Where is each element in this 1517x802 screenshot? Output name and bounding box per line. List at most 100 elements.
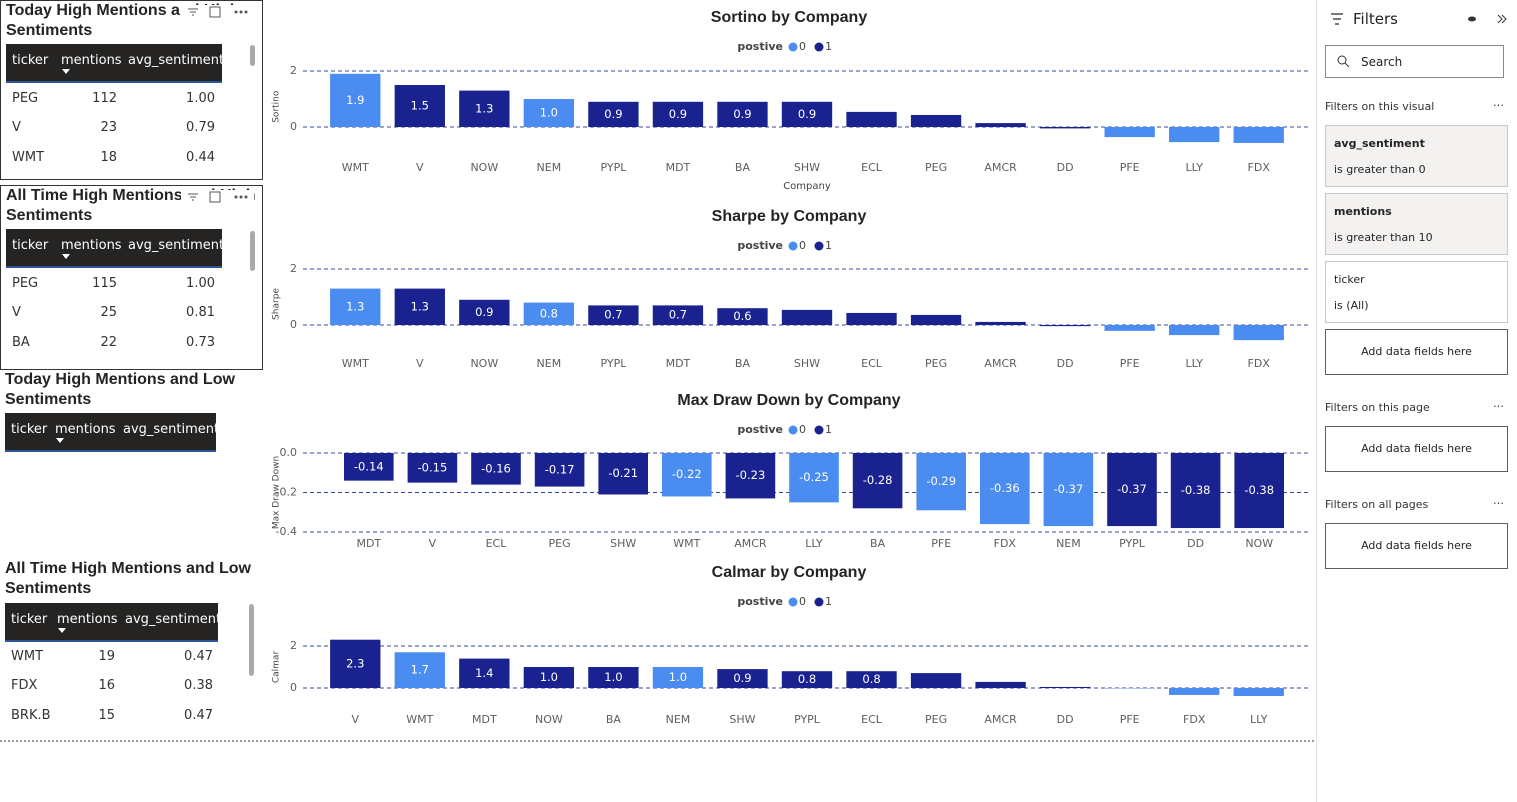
bar (910, 673, 962, 688)
column-header[interactable]: mentions (57, 612, 118, 627)
column-header[interactable]: mentions (55, 422, 116, 437)
x-tick-label: V (416, 161, 424, 174)
table-cell: 112 (92, 91, 117, 106)
bar (598, 453, 649, 495)
search-placeholder: Search (1361, 55, 1403, 69)
legend-swatch (788, 597, 798, 607)
x-tick-label: NEM (537, 161, 562, 174)
section-more[interactable]: … (1493, 96, 1504, 109)
section-more[interactable]: … (1493, 494, 1504, 507)
data-label: 1.4 (475, 666, 493, 680)
bar (330, 288, 381, 325)
bar (588, 305, 639, 325)
bar (343, 453, 394, 481)
table-cell: WMT (12, 150, 45, 165)
header-icons[interactable] (184, 5, 254, 19)
chart-title: Sortino by Company (711, 9, 868, 26)
data-label: -0.14 (354, 459, 384, 473)
filter-condition: is greater than 10 (1334, 231, 1433, 244)
chart-title: Sharpe by Company (712, 208, 867, 225)
column-header[interactable]: mentions (61, 238, 122, 253)
visual-header-icons[interactable] (181, 190, 254, 207)
column-header[interactable]: avg_sentiment (128, 238, 225, 253)
column-header[interactable]: avg_sentiment (123, 422, 220, 437)
y-tick-label: 0.0 (280, 446, 298, 459)
table-cell: 0.47 (184, 649, 213, 664)
add-fields[interactable]: Add data fields here (1325, 523, 1508, 569)
column-header[interactable]: ticker (11, 612, 48, 627)
data-label: 0.9 (798, 107, 816, 121)
bar (534, 453, 585, 487)
table-cell: 25 (100, 305, 117, 320)
bar (459, 299, 510, 325)
header-icons[interactable] (184, 190, 254, 204)
visual-header-icons[interactable] (181, 5, 254, 22)
x-tick-label: ECL (861, 713, 883, 726)
eye-icon[interactable] (1468, 16, 1476, 22)
collapse-icon[interactable] (1497, 14, 1507, 24)
table-cell: 16 (98, 678, 115, 693)
data-label: 0.8 (862, 672, 880, 686)
bar (781, 309, 833, 325)
search-box[interactable]: Search (1325, 45, 1504, 78)
bar (1169, 688, 1220, 695)
x-tick-label: LLY (1185, 357, 1203, 370)
data-label: 1.0 (540, 106, 558, 120)
table-cell: PEG (12, 276, 39, 291)
data-label: -0.15 (418, 460, 448, 474)
x-tick-label: PEG (925, 161, 947, 174)
bar (910, 114, 962, 127)
column-header[interactable]: ticker (11, 422, 48, 437)
bar (330, 639, 381, 688)
legend-title: postive (737, 423, 783, 436)
data-label: -0.38 (1244, 483, 1274, 497)
bar (717, 308, 768, 325)
x-tick-label: BA (870, 537, 886, 550)
table-title: Today High Mentions and Low Sentiments (5, 371, 235, 408)
bar (781, 671, 833, 688)
data-label: 0.8 (540, 306, 558, 320)
bar (1234, 453, 1285, 529)
x-tick-label: FDX (994, 537, 1017, 550)
filter-card[interactable]: mentions is greater than 10 (1325, 193, 1508, 255)
sort-arrow (58, 628, 66, 633)
y-tick-label: -0.2 (276, 486, 297, 499)
column-header[interactable]: avg_sentiment (128, 53, 225, 68)
x-tick-label: FDX (1183, 713, 1206, 726)
bar (1104, 127, 1155, 138)
y-tick-label: 0 (290, 120, 297, 133)
bar (652, 305, 704, 325)
table-cell: 22 (100, 335, 117, 350)
x-tick-label: ECL (486, 537, 508, 550)
bar (1233, 325, 1284, 341)
bar (523, 667, 575, 688)
data-label: 1.7 (411, 663, 429, 677)
filter-card[interactable]: avg_sentiment is greater than 0 (1325, 125, 1508, 187)
y-tick-label: 0 (290, 681, 297, 694)
bar (1170, 453, 1221, 529)
bar (1039, 686, 1091, 688)
table-cell: V (12, 120, 21, 135)
bar (1039, 325, 1091, 327)
add-fields[interactable]: Add data fields here (1325, 329, 1508, 375)
x-tick-label: V (352, 713, 360, 726)
section-more[interactable]: … (1493, 397, 1504, 410)
column-header[interactable]: avg_sentiment (125, 612, 222, 627)
scrollbar (250, 45, 255, 66)
filter-card[interactable]: ticker is (All) (1325, 261, 1508, 323)
bar (652, 101, 704, 127)
column-header[interactable]: ticker (12, 53, 49, 68)
x-tick-label: ECL (861, 357, 883, 370)
add-fields[interactable]: Add data fields here (1325, 426, 1508, 472)
x-tick-label: NEM (1056, 537, 1081, 550)
charts-canvas: Sortino by Company postive 0 1 Sortino 0 2 WMT 1… (0, 9, 1316, 742)
x-tick-label: BA (606, 713, 622, 726)
column-header[interactable]: ticker (12, 238, 49, 253)
legend-label: 0 (799, 423, 806, 436)
column-header[interactable]: mentions (61, 53, 122, 68)
x-tick-label: NOW (1245, 537, 1273, 550)
legend-swatch (788, 425, 798, 435)
x-tick-label: V (429, 537, 437, 550)
x-tick-label: AMCR (984, 357, 1017, 370)
bar (852, 453, 903, 509)
